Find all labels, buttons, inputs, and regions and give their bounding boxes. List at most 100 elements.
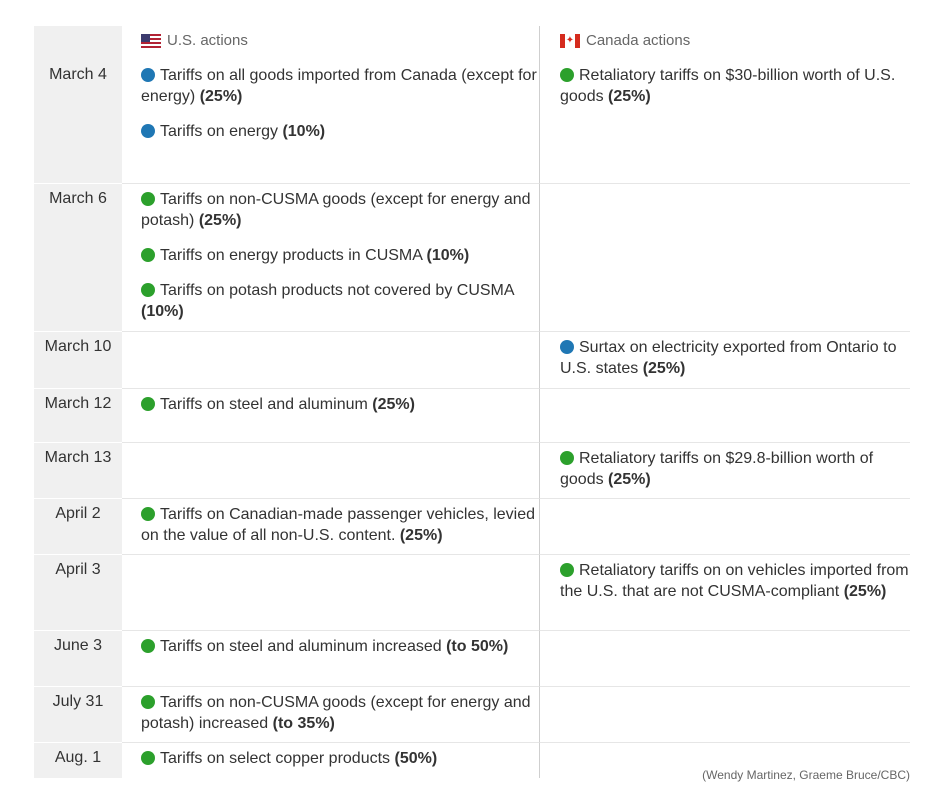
action-item: Tariffs on select copper products (50%) [141,743,539,769]
action-item: Tariffs on steel and aluminum (25%) [141,389,539,415]
row-date: March 10 [34,332,122,389]
action-text: Tariffs on potash products not covered b… [160,282,514,299]
us-actions-cell: Tariffs on non-CUSMA goods (except for e… [122,184,539,332]
green-dot-icon [141,751,155,765]
canada-actions-cell [539,631,910,687]
us-actions-cell [122,332,539,389]
table-row: March 4 Tariffs on all goods imported fro… [34,60,910,184]
action-rate: (to 50%) [446,638,509,655]
action-text: Retaliatory tariffs on $29.8-billion wor… [560,450,874,488]
row-date: Aug. 1 [34,743,122,778]
canada-column-header: ✦ Canada actions [560,32,690,49]
us-column-header: U.S. actions [141,32,248,49]
action-rate: (25%) [608,88,651,105]
green-dot-icon [141,639,155,653]
green-dot-icon [141,283,155,297]
action-rate: (25%) [372,396,415,413]
canada-actions-cell [539,499,910,555]
us-actions-cell [122,555,539,631]
us-actions-cell: Tariffs on Canadian-made passenger vehic… [122,499,539,555]
action-item: Tariffs on Canadian-made passenger vehic… [141,499,539,546]
green-dot-icon [141,507,155,521]
row-date: June 3 [34,631,122,687]
green-dot-icon [560,451,574,465]
canada-actions-cell: Retaliatory tariffs on on vehicles impor… [539,555,910,631]
action-rate: (25%) [199,88,243,105]
canada-actions-cell [539,389,910,443]
action-item: Retaliatory tariffs on on vehicles impor… [560,555,910,602]
canada-actions-cell: Surtax on electricity exported from Onta… [539,332,910,389]
blue-dot-icon [560,340,574,354]
table-row: June 3 Tariffs on steel and aluminum incr… [34,631,910,687]
canada-actions-cell: Retaliatory tariffs on $29.8-billion wor… [539,443,910,499]
table-body: March 4 Tariffs on all goods imported fro… [34,60,910,778]
action-rate: (50%) [394,750,438,767]
us-actions-cell [122,443,539,499]
action-text: Tariffs on energy [160,123,278,140]
action-text: Tariffs on steel and aluminum increased [160,638,442,655]
table-row: July 31 Tariffs on non-CUSMA goods (excep… [34,687,910,743]
action-item: Tariffs on all goods imported from Canad… [141,60,539,107]
canada-actions-cell: Retaliatory tariffs on $30-billion worth… [539,60,910,184]
table-row: April 2 Tariffs on Canadian-made passenge… [34,499,910,555]
action-item: Surtax on electricity exported from Onta… [560,332,910,379]
action-item: Retaliatory tariffs on $30-billion worth… [560,60,910,107]
action-rate: (25%) [198,212,242,229]
action-rate: (10%) [141,303,184,320]
action-item: Tariffs on non-CUSMA goods (except for e… [141,184,539,231]
green-dot-icon [141,695,155,709]
us-actions-cell: Tariffs on all goods imported from Canad… [122,60,539,184]
action-item: Tariffs on energy (10%) [141,107,539,142]
action-rate: (25%) [399,527,443,544]
action-rate: (10%) [426,247,470,264]
us-actions-cell: Tariffs on steel and aluminum increased … [122,631,539,687]
action-item: Tariffs on potash products not covered b… [141,266,539,322]
green-dot-icon [141,248,155,262]
action-text: Tariffs on select copper products [160,750,391,767]
action-rate: (25%) [843,583,887,600]
canada-flag-icon: ✦ [560,33,580,48]
table-row: March 10 Surtax on electricity exported f… [34,332,910,389]
blue-dot-icon [141,68,155,82]
table-row: March 6 Tariffs on non-CUSMA goods (excep… [34,184,910,332]
canada-actions-cell [539,687,910,743]
action-rate: (10%) [282,123,326,140]
action-item: Tariffs on energy products in CUSMA (10%… [141,231,539,266]
us-flag-icon [141,33,161,48]
canada-actions-cell [539,743,910,778]
action-rate: (25%) [642,360,686,377]
date-column-header [34,26,122,60]
green-dot-icon [141,397,155,411]
us-actions-cell: Tariffs on select copper products (50%) [122,743,539,778]
action-rate: (to 35%) [272,715,335,732]
tariff-timeline-table: U.S. actions ✦ Canada actions March 4 Tar… [34,26,910,778]
action-item: Tariffs on steel and aluminum increased … [141,631,539,657]
action-text: Tariffs on all goods imported from Canad… [141,67,537,105]
table-row: March 13 Retaliatory tariffs on $29.8-bil… [34,443,910,499]
action-text: Tariffs on non-CUSMA goods (except for e… [141,191,531,229]
green-dot-icon [560,563,574,577]
action-item: Retaliatory tariffs on $29.8-billion wor… [560,443,910,490]
row-date: March 12 [34,389,122,443]
table-row: April 3 Retaliatory tariffs on on vehicle… [34,555,910,631]
row-date: March 4 [34,60,122,184]
green-dot-icon [141,192,155,206]
table-header: U.S. actions ✦ Canada actions [34,26,910,60]
action-text: Retaliatory tariffs on $30-billion worth… [560,67,896,105]
table-row: Aug. 1 Tariffs on select copper products … [34,743,910,778]
row-date: April 3 [34,555,122,631]
action-text: Tariffs on non-CUSMA goods (except for e… [141,694,531,732]
green-dot-icon [560,68,574,82]
table-row: March 12 Tariffs on steel and aluminum (2… [34,389,910,443]
action-text: Retaliatory tariffs on on vehicles impor… [560,562,909,600]
us-actions-cell: Tariffs on non-CUSMA goods (except for e… [122,687,539,743]
action-text: Tariffs on Canadian-made passenger vehic… [141,506,536,544]
action-text: Tariffs on energy products in CUSMA [160,247,423,264]
canada-column-title: Canada actions [586,32,691,49]
blue-dot-icon [141,124,155,138]
credit-line: (Wendy Martinez, Graeme Bruce/CBC) [702,768,910,782]
row-date: April 2 [34,499,122,555]
us-column-title: U.S. actions [167,32,248,49]
column-divider [539,26,540,60]
us-actions-cell: Tariffs on steel and aluminum (25%) [122,389,539,443]
